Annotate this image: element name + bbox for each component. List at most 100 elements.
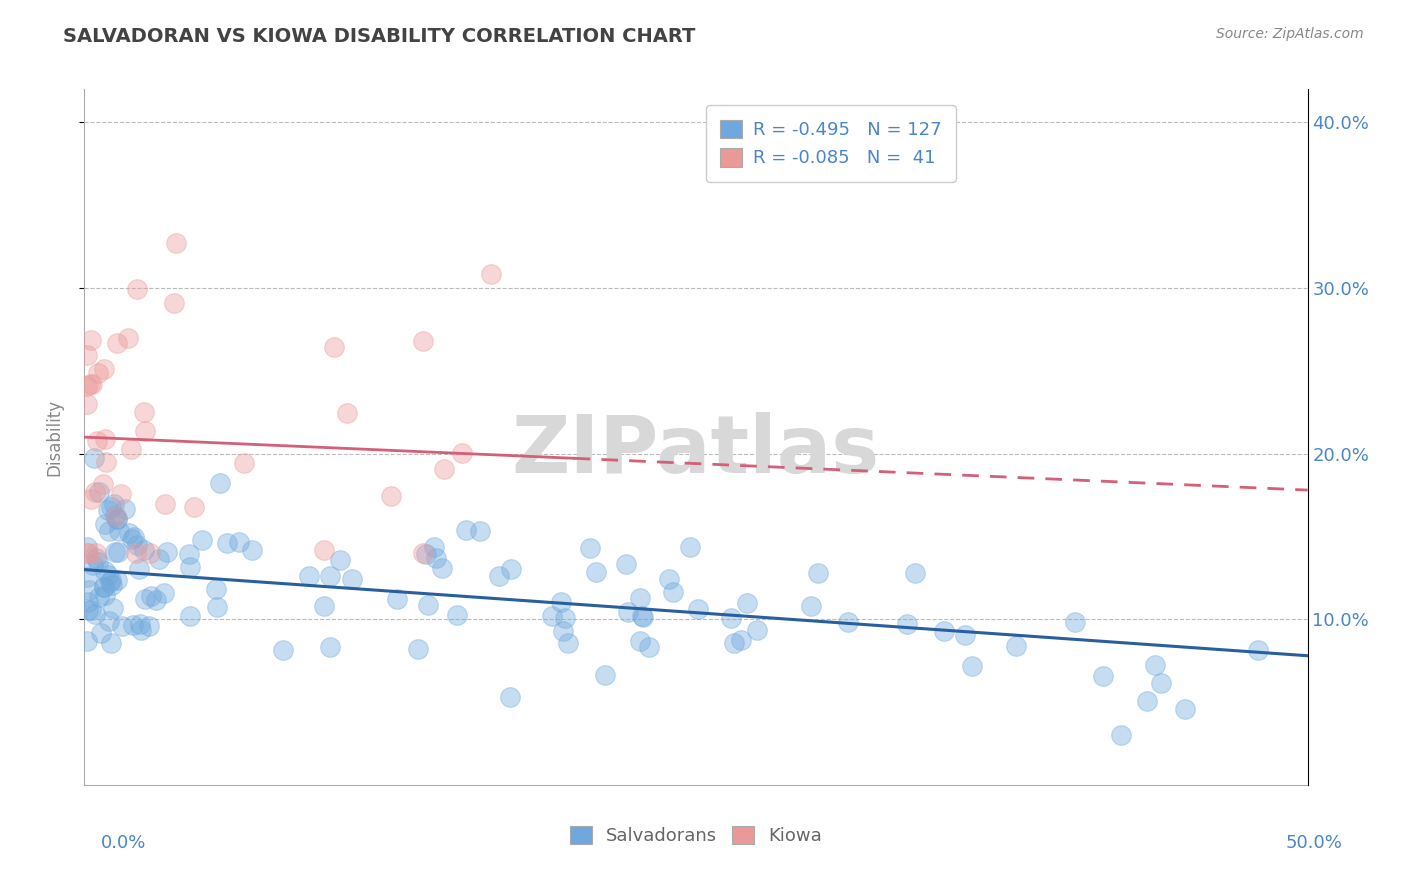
- Point: [205, 582, 228, 596]
- Point: [100, 500, 122, 515]
- Point: [76, 634, 98, 648]
- Point: [205, 600, 228, 615]
- Point: [412, 546, 434, 560]
- Point: [408, 642, 430, 657]
- Point: [76, 397, 98, 411]
- Point: [118, 526, 141, 541]
- Point: [904, 566, 927, 580]
- Point: [454, 523, 477, 537]
- Point: [105, 573, 128, 587]
- Point: [432, 561, 454, 575]
- Point: [96, 455, 118, 469]
- Point: [233, 456, 256, 470]
- Point: [125, 546, 148, 560]
- Point: [745, 624, 768, 638]
- Point: [94, 517, 117, 532]
- Point: [387, 592, 409, 607]
- Point: [94, 433, 117, 447]
- Point: [156, 545, 179, 559]
- Point: [416, 599, 439, 613]
- Point: [499, 690, 522, 704]
- Point: [631, 609, 654, 624]
- Point: [631, 610, 654, 624]
- Point: [163, 296, 186, 310]
- Point: [896, 616, 918, 631]
- Y-axis label: Disability: Disability: [45, 399, 63, 475]
- Point: [470, 524, 492, 538]
- Point: [134, 424, 156, 438]
- Point: [108, 524, 131, 538]
- Point: [76, 379, 98, 393]
- Point: [557, 636, 579, 650]
- Point: [298, 569, 321, 583]
- Point: [105, 511, 128, 525]
- Point: [80, 333, 103, 347]
- Point: [125, 282, 148, 296]
- Point: [93, 362, 115, 376]
- Point: [479, 267, 502, 281]
- Point: [1174, 702, 1197, 716]
- Point: [177, 547, 200, 561]
- Point: [228, 535, 250, 549]
- Point: [314, 599, 336, 613]
- Point: [139, 589, 162, 603]
- Text: 0.0%: 0.0%: [101, 834, 146, 852]
- Point: [105, 509, 128, 524]
- Point: [679, 541, 702, 555]
- Point: [318, 569, 340, 583]
- Point: [554, 611, 576, 625]
- Point: [1143, 658, 1166, 673]
- Point: [134, 592, 156, 607]
- Point: [114, 502, 136, 516]
- Point: [84, 607, 107, 622]
- Point: [79, 377, 101, 392]
- Point: [97, 503, 120, 517]
- Point: [720, 611, 742, 625]
- Point: [800, 599, 823, 613]
- Point: [593, 668, 616, 682]
- Point: [97, 568, 120, 582]
- Text: SALVADORAN VS KIOWA DISABILITY CORRELATION CHART: SALVADORAN VS KIOWA DISABILITY CORRELATI…: [63, 27, 696, 45]
- Point: [93, 581, 115, 595]
- Point: [191, 533, 214, 547]
- Point: [145, 593, 167, 607]
- Point: [87, 590, 110, 604]
- Point: [76, 603, 98, 617]
- Point: [82, 558, 104, 572]
- Point: [87, 554, 110, 568]
- Point: [100, 636, 122, 650]
- Point: [139, 546, 162, 560]
- Point: [425, 550, 447, 565]
- Point: [80, 491, 103, 506]
- Point: [614, 558, 637, 572]
- Point: [450, 445, 472, 459]
- Point: [340, 572, 363, 586]
- Point: [79, 603, 101, 617]
- Point: [1063, 615, 1085, 629]
- Point: [617, 605, 640, 619]
- Point: [412, 334, 434, 349]
- Point: [129, 623, 152, 637]
- Point: [551, 624, 574, 638]
- Point: [953, 628, 976, 642]
- Point: [87, 366, 110, 380]
- Text: Source: ZipAtlas.com: Source: ZipAtlas.com: [1216, 27, 1364, 41]
- Point: [215, 536, 238, 550]
- Point: [111, 619, 134, 633]
- Point: [415, 547, 437, 561]
- Text: 50.0%: 50.0%: [1286, 834, 1343, 852]
- Point: [1136, 694, 1159, 708]
- Point: [76, 546, 98, 560]
- Point: [98, 575, 121, 590]
- Point: [76, 570, 98, 584]
- Point: [76, 348, 98, 362]
- Point: [446, 608, 468, 623]
- Point: [730, 633, 752, 648]
- Point: [148, 552, 170, 566]
- Point: [103, 497, 125, 511]
- Point: [1004, 639, 1026, 653]
- Point: [578, 541, 600, 555]
- Point: [585, 566, 607, 580]
- Point: [837, 615, 859, 629]
- Point: [76, 595, 98, 609]
